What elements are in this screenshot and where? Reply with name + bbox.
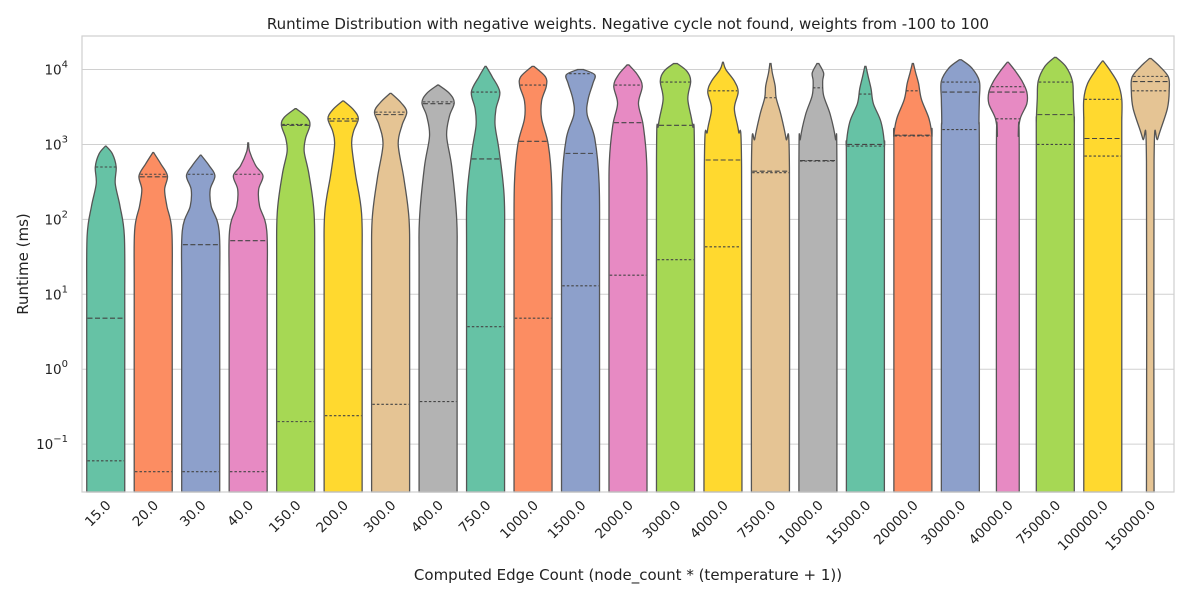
- violin-body: [703, 61, 743, 493]
- violin-100000.0: [1082, 60, 1123, 493]
- violin-body: [513, 65, 553, 493]
- violin-body: [608, 64, 648, 493]
- violin-1500.0: [560, 68, 601, 493]
- violin-body: [940, 59, 981, 493]
- x-tick-label: 750.0: [456, 498, 495, 537]
- violin-body: [1035, 56, 1076, 493]
- violin-body: [133, 151, 173, 493]
- x-tick-label: 30.0: [177, 498, 210, 531]
- violin-body: [86, 145, 126, 493]
- x-tick-label: 3000.0: [640, 498, 685, 543]
- violin-body: [323, 100, 363, 493]
- x-tick-label: 150.0: [266, 498, 305, 537]
- violin-400.0: [418, 84, 458, 493]
- violin-body: [275, 108, 316, 493]
- violin-15.0: [86, 145, 126, 493]
- y-axis-label: Runtime (ms): [14, 213, 32, 315]
- violin-body: [750, 62, 791, 493]
- x-tick-label: 4000.0: [687, 498, 732, 543]
- violin-75000.0: [1035, 56, 1076, 493]
- y-axis-ticks: 10−1 100 101 102 103 104: [36, 60, 68, 454]
- x-tick-label: 20000.0: [871, 498, 922, 549]
- violin-body: [893, 62, 933, 493]
- violin-4000.0: [703, 61, 743, 493]
- violin-20.0: [133, 151, 173, 493]
- violin-body: [418, 84, 458, 493]
- violin-1000.0: [513, 65, 553, 493]
- violin-2000.0: [608, 64, 648, 493]
- violin-30000.0: [940, 59, 981, 493]
- x-tick-label: 1000.0: [497, 498, 542, 543]
- violin-150000.0: [1130, 57, 1171, 493]
- violin-3000.0: [655, 62, 696, 493]
- x-tick-label: 15000.0: [823, 498, 874, 549]
- violin-body: [987, 61, 1029, 493]
- chart-title: Runtime Distribution with negative weigh…: [267, 15, 989, 33]
- y-tick-label: 100: [44, 359, 68, 378]
- violin-150.0: [275, 108, 316, 493]
- violin-body: [798, 62, 838, 493]
- x-tick-label: 10000.0: [776, 498, 827, 549]
- x-tick-label: 200.0: [313, 498, 352, 537]
- violin-30.0: [180, 154, 221, 493]
- violin-body: [180, 154, 221, 493]
- x-tick-label: 300.0: [361, 498, 400, 537]
- x-tick-label: 30000.0: [918, 498, 969, 549]
- violin-300.0: [370, 92, 411, 493]
- x-tick-label: 40000.0: [966, 498, 1017, 549]
- y-tick-label: 104: [44, 60, 68, 79]
- violin-body: [1130, 57, 1171, 493]
- violin-body: [655, 62, 696, 493]
- y-tick-label: 10−1: [36, 434, 68, 453]
- violin-body: [1082, 60, 1123, 493]
- y-tick-label: 102: [44, 209, 68, 228]
- violin-10000.0: [798, 62, 838, 493]
- violin-body: [370, 92, 411, 493]
- x-tick-label: 15.0: [82, 498, 115, 531]
- violin-7500.0: [750, 62, 791, 493]
- y-tick-label: 101: [44, 284, 68, 303]
- x-tick-label: 150000.0: [1102, 498, 1159, 555]
- violin-750.0: [465, 65, 506, 493]
- violin-body: [845, 65, 886, 493]
- x-tick-label: 7500.0: [735, 498, 780, 543]
- x-tick-label: 2000.0: [592, 498, 637, 543]
- x-axis-label: Computed Edge Count (node_count * (tempe…: [414, 566, 842, 585]
- x-tick-label: 1500.0: [545, 498, 590, 543]
- plot-frame: [81, 35, 1175, 493]
- violin-200.0: [323, 100, 363, 493]
- violin-body: [228, 142, 269, 493]
- x-tick-label: 100000.0: [1055, 498, 1112, 555]
- violin-20000.0: [893, 62, 933, 493]
- violin-40.0: [228, 142, 269, 493]
- x-tick-label: 40.0: [224, 498, 257, 531]
- y-tick-label: 103: [44, 134, 68, 153]
- violin-15000.0: [845, 65, 886, 493]
- x-tick-label: 400.0: [408, 498, 447, 537]
- violin-body: [560, 68, 601, 493]
- violins: [86, 56, 1171, 493]
- x-axis-ticks: 15.0 20.0 30.0 40.0 150.0 200.0 300.0 400.0 750.…: [82, 498, 1159, 555]
- x-tick-label: 20.0: [129, 498, 162, 531]
- violin-body: [465, 65, 506, 493]
- violin-40000.0: [987, 61, 1029, 493]
